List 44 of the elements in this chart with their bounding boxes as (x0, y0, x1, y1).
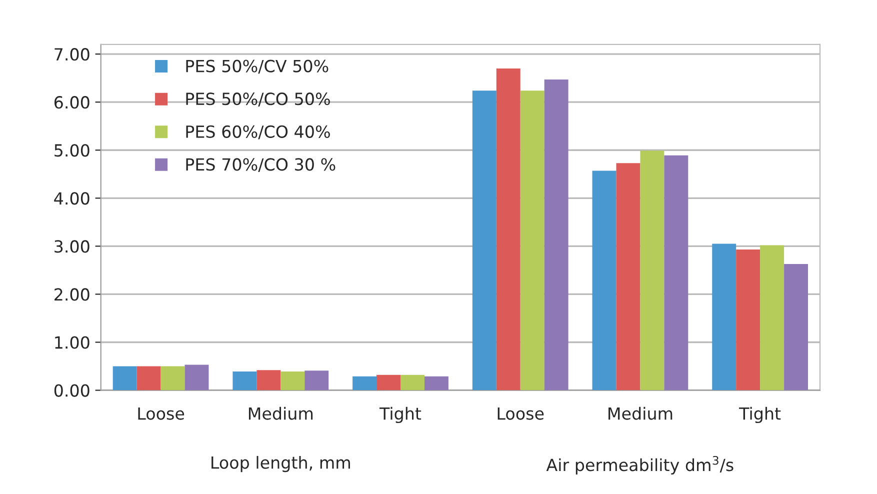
bar (640, 150, 664, 390)
bar (400, 374, 424, 390)
bar (352, 376, 377, 390)
bar (592, 170, 616, 390)
text: Loop length, mm (212, 456, 350, 472)
bar (520, 90, 544, 390)
y-tick-label: 0.00 (54, 384, 90, 397)
legend-label: PES 50%/CO 50% (186, 92, 330, 106)
y-tick-label: 1.00 (55, 336, 90, 349)
bar (256, 370, 281, 390)
bar (376, 374, 400, 390)
bar (784, 264, 808, 390)
bar (712, 244, 736, 390)
legend-label: PES 50%/CV 50% (186, 60, 328, 74)
bar (544, 80, 568, 390)
bar (664, 155, 688, 390)
y-tick-label: 6.00 (54, 96, 90, 109)
x-tick-label: Medium (608, 406, 672, 420)
bar (424, 376, 448, 390)
bar (472, 90, 496, 390)
bar (232, 372, 257, 390)
bar (160, 366, 185, 390)
legend-label: PES 70%/CO 30 % (186, 158, 336, 172)
x-tick-label: Loose (138, 407, 184, 420)
x-tick-label: Tight (379, 406, 422, 424)
bar (496, 68, 520, 390)
bar (136, 366, 161, 390)
legend-label: PES 60%/CO 40% (186, 125, 330, 140)
bar (280, 372, 305, 390)
x-tick-label: Medium (248, 406, 313, 420)
bar (616, 163, 640, 390)
bar (304, 370, 329, 390)
y-tick-label: 2.00 (54, 288, 90, 301)
x-tick-label: Tight (739, 406, 781, 424)
bar (112, 366, 137, 390)
y-tick-label: 7.00 (54, 48, 90, 61)
bar (736, 250, 760, 390)
x-tick-label: Loose (498, 407, 544, 420)
text: Air permeability dm$^{3}$/s (546, 456, 734, 474)
y-tick-label: 5.00 (54, 144, 90, 157)
y-tick-label: 4.00 (54, 192, 90, 205)
y-tick-label: 3.00 (54, 240, 90, 253)
bar (760, 245, 784, 390)
bar (184, 364, 209, 390)
